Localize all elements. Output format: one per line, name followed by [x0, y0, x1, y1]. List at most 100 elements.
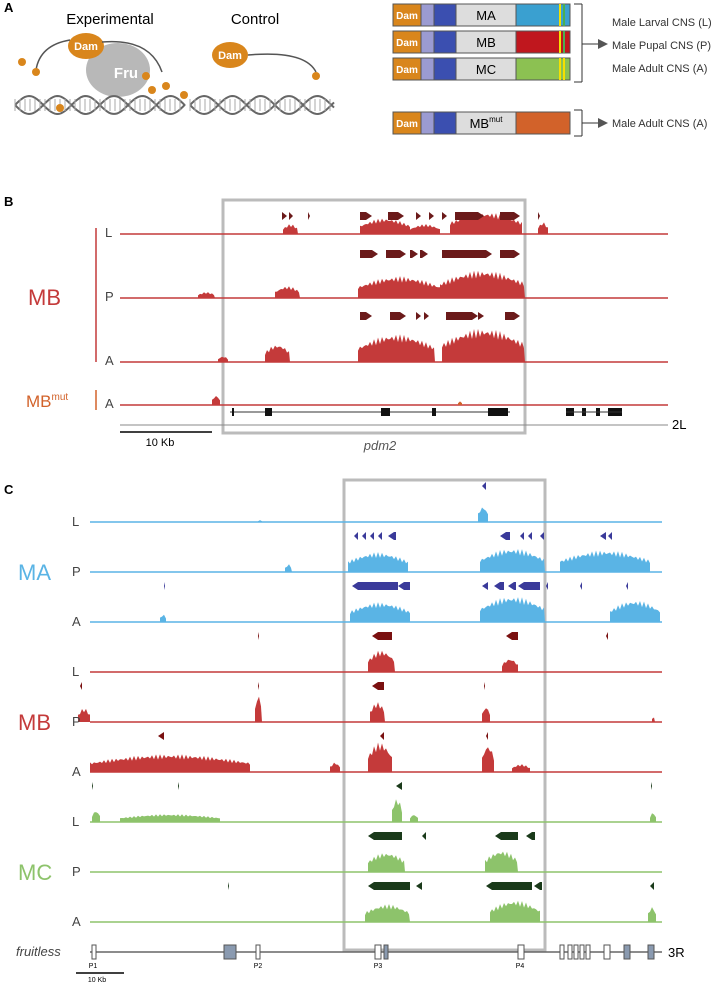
signal-peak [358, 334, 435, 362]
panel-label: C [4, 482, 14, 497]
methyl-mark [162, 82, 170, 90]
stage-label: Male Adult CNS (A) [612, 118, 707, 130]
exon [573, 944, 579, 960]
signal-peak [368, 650, 395, 672]
exon [381, 408, 390, 416]
dna-strand [189, 94, 335, 116]
dam-label: Dam [396, 11, 418, 22]
signal-peak [218, 356, 228, 362]
methyl-mark [142, 72, 150, 80]
chromosome-label: 2L [672, 417, 686, 432]
domain [433, 30, 457, 54]
signal-peak [92, 812, 100, 822]
superscript: mut [489, 115, 503, 124]
peak-call [360, 212, 372, 220]
fru-label: Fru [114, 65, 138, 82]
construct-name-text: MA [476, 8, 496, 23]
peak-call [478, 312, 484, 320]
promoter-label: P2 [254, 963, 263, 970]
stage-label: Male Adult CNS (A) [612, 63, 707, 75]
exon [579, 944, 585, 960]
dam-protein [68, 33, 104, 59]
dam-label: Dam [218, 50, 242, 62]
peak-call [80, 682, 82, 690]
row-label: L [72, 814, 79, 829]
peak-call [354, 532, 358, 540]
condition-title: Control [231, 11, 279, 28]
exon [647, 944, 655, 960]
construct-name: MBmut [470, 115, 504, 131]
construct-name: MC [476, 62, 496, 77]
exon [603, 944, 611, 960]
group-label: MC [18, 860, 52, 885]
peak-call [446, 312, 478, 320]
peak-call [390, 312, 406, 320]
panel-label: B [4, 194, 13, 209]
row-label: A [105, 396, 114, 411]
peak-call [600, 532, 606, 540]
peak-call [546, 582, 548, 590]
signal-peak [482, 747, 494, 772]
construct-name: MA [476, 8, 496, 23]
group-label: MB [18, 710, 51, 735]
signal-peak [90, 754, 250, 772]
peak-call [484, 682, 485, 690]
methyl-mark [148, 86, 156, 94]
highlight-box [342, 478, 547, 952]
domain [420, 30, 435, 54]
peak-call [505, 312, 520, 320]
signal-peak [365, 904, 410, 922]
peak-call [258, 682, 259, 690]
peak-call [442, 250, 492, 258]
superscript: mut [52, 392, 69, 403]
stage-label: Male Larval CNS (L) [612, 17, 712, 29]
methylation-arrow [247, 53, 317, 73]
chromosome-label: 3R [668, 945, 685, 960]
peak-call [500, 212, 520, 220]
signal-peak [648, 907, 656, 922]
exon [585, 944, 591, 960]
peak-call [482, 582, 488, 590]
peak-call [368, 882, 410, 890]
promoter-label: P3 [374, 963, 383, 970]
peak-call [370, 532, 374, 540]
signal-peak [458, 401, 462, 405]
peak-call [506, 632, 518, 640]
row-label: L [72, 664, 79, 679]
signal-peak [350, 602, 410, 622]
peak-call [429, 212, 434, 220]
dna-strand [189, 94, 335, 116]
signal-peak [610, 601, 660, 622]
arrow-head [598, 118, 608, 128]
peak-call [500, 250, 520, 258]
zinc-finger [515, 111, 571, 135]
domain [433, 3, 457, 27]
peak-call [410, 250, 418, 258]
exon [255, 944, 261, 960]
signal-peak [283, 224, 298, 234]
dam-label: Dam [396, 38, 418, 49]
peak-call [580, 582, 582, 590]
peak-call [308, 212, 310, 220]
signal-peak [370, 702, 385, 722]
methyl-mark [180, 91, 188, 99]
construct-name-text: MB [470, 116, 490, 131]
peak-call [228, 882, 229, 890]
signal-peak [538, 222, 548, 234]
signal-peak [490, 900, 540, 922]
signal-peak [485, 851, 518, 872]
peak-call [372, 632, 392, 640]
signal-peak [258, 520, 262, 522]
peak-call [386, 250, 406, 258]
peak-call [526, 832, 535, 840]
peak-call [416, 882, 422, 890]
peak-call [396, 782, 402, 790]
construct-name-text: MB [476, 35, 496, 50]
row-label: A [72, 764, 81, 779]
promoter-label: P1 [89, 963, 98, 970]
peak-call [534, 882, 542, 890]
row-label: P [105, 289, 114, 304]
panel-label: A [4, 0, 14, 15]
methyl-mark [56, 104, 64, 112]
peak-call [520, 532, 524, 540]
